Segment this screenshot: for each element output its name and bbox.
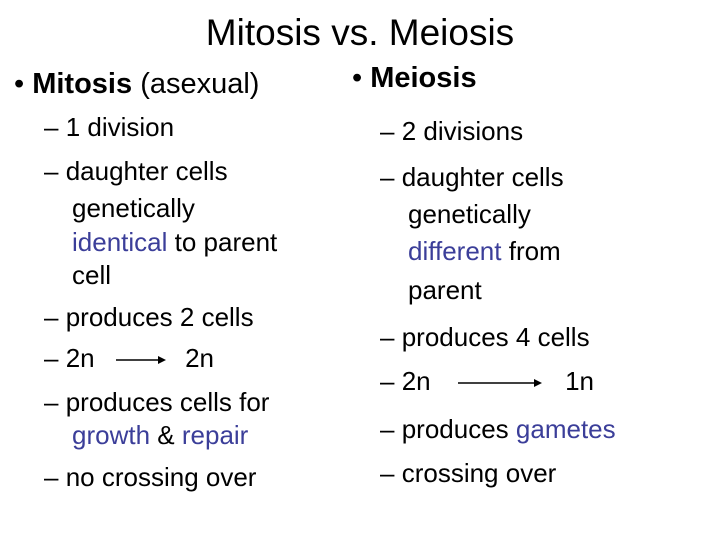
item-text: no crossing over <box>65 462 257 492</box>
item-text: 2 divisions <box>401 116 524 146</box>
meiosis-item-daughter-line2: genetically <box>408 199 531 229</box>
mitosis-item-daughter-line3: identical to parent <box>72 227 277 257</box>
item-text: from <box>508 236 561 266</box>
meiosis-heading-row: • Meiosis <box>352 62 477 95</box>
mitosis-item-daughter-line2: genetically <box>72 193 195 223</box>
ploidy-to: 2n <box>185 343 215 373</box>
item-text: daughter cells <box>401 162 564 192</box>
item-text: produces <box>401 414 509 444</box>
dash: – <box>380 162 395 192</box>
item-text: 1 division <box>65 112 175 142</box>
mitosis-heading-row: • Mitosis (asexual) <box>14 68 259 101</box>
ampersand: & <box>157 420 175 450</box>
item-text: produces 2 cells <box>65 302 254 332</box>
dash: – <box>44 343 59 373</box>
dash: – <box>380 458 395 488</box>
dash: – <box>380 116 395 146</box>
ploidy-from: 2n <box>401 366 431 396</box>
mitosis-item-produces: – produces 2 cells <box>44 302 254 332</box>
meiosis-item-daughter-line3: different from <box>408 236 561 266</box>
dash: – <box>44 302 59 332</box>
item-text: crossing over <box>401 458 557 488</box>
mitosis-item-purpose-line1: – produces cells for <box>44 387 269 417</box>
meiosis-item-purpose: – produces gametes <box>380 414 616 444</box>
dash: – <box>380 322 395 352</box>
dash: – <box>44 462 59 492</box>
meiosis-item-crossing: – crossing over <box>380 458 556 488</box>
mitosis-item-divisions: – 1 division <box>44 112 174 142</box>
mitosis-item-crossing: – no crossing over <box>44 462 256 492</box>
mitosis-item-daughter-line1: – daughter cells <box>44 156 228 186</box>
highlight-identical: identical <box>72 227 168 257</box>
meiosis-item-divisions: – 2 divisions <box>380 116 523 146</box>
meiosis-item-daughter-line4: parent <box>408 275 482 305</box>
dash: – <box>44 387 59 417</box>
meiosis-bullet: • <box>352 62 363 94</box>
meiosis-item-ploidy: – 2n 1n <box>380 366 594 396</box>
item-text: produces 4 cells <box>401 322 590 352</box>
highlight-gametes: gametes <box>515 414 616 444</box>
arrow-right-icon <box>115 356 166 365</box>
mitosis-bullet: • <box>14 68 25 100</box>
slide-title: Mitosis vs. Meiosis <box>205 12 515 53</box>
item-text: produces cells for <box>65 387 270 417</box>
dash: – <box>44 156 59 186</box>
highlight-growth: growth <box>72 420 151 450</box>
meiosis-item-daughter-line1: – daughter cells <box>380 162 564 192</box>
meiosis-item-produces: – produces 4 cells <box>380 322 590 352</box>
arrow-right-icon <box>457 379 542 388</box>
dash: – <box>380 366 395 396</box>
mitosis-heading: Mitosis <box>32 68 133 100</box>
mitosis-heading-note: (asexual) <box>140 68 260 100</box>
dash: – <box>380 414 395 444</box>
ploidy-from: 2n <box>65 343 95 373</box>
item-text: to parent <box>174 227 278 257</box>
mitosis-item-purpose-line2: growth & repair <box>72 420 248 450</box>
meiosis-heading: Meiosis <box>370 62 477 94</box>
ploidy-to: 1n <box>565 366 595 396</box>
highlight-repair: repair <box>181 420 249 450</box>
mitosis-item-daughter-line4: cell <box>72 260 112 290</box>
mitosis-item-ploidy: – 2n 2n <box>44 343 214 373</box>
item-text: daughter cells <box>65 156 228 186</box>
dash: – <box>44 112 59 142</box>
highlight-different: different <box>408 236 502 266</box>
